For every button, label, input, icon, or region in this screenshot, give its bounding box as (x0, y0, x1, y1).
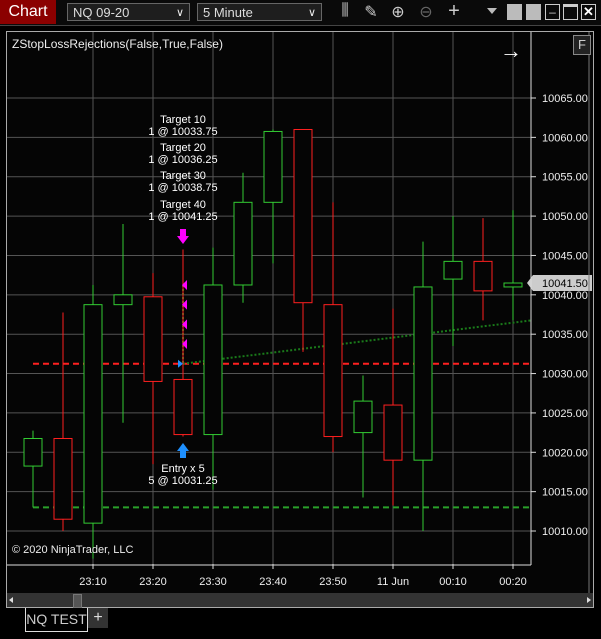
add-tab-button[interactable]: + (88, 608, 108, 628)
candle-body (353, 400, 373, 434)
f-button[interactable]: F (573, 35, 591, 55)
target-name: Target 40 (160, 199, 206, 211)
time-tick-label: 23:10 (79, 576, 107, 588)
price-tick-label: 10030.00 (542, 369, 588, 381)
dropdown-arrow-icon[interactable] (487, 8, 497, 14)
target-fill-marker (182, 339, 187, 350)
bar-type-icon[interactable]: ⫼ (341, 2, 349, 19)
time-tick-label: 23:40 (259, 576, 287, 588)
candle-body (473, 260, 493, 292)
candle-body (143, 296, 163, 382)
candle-body (443, 260, 463, 280)
price-tick-label: 10020.00 (542, 447, 588, 459)
target-fill: 1 @ 10033.75 (148, 126, 218, 138)
price-tick-label: 10065.00 (542, 93, 588, 105)
time-tick-label: 23:30 (199, 576, 227, 588)
price-tick-label: 10015.00 (542, 487, 588, 499)
candle-body (203, 284, 223, 436)
current-price-label: 10041.50 (542, 278, 588, 290)
zoom-in-icon[interactable]: ⊕ (391, 4, 405, 21)
chart-panel (6, 31, 594, 608)
zoom-out-icon[interactable]: ⊖ (419, 4, 433, 21)
interval-value: 5 Minute (203, 5, 253, 20)
candle-body (323, 304, 343, 438)
target-fill: 1 @ 10036.25 (148, 154, 218, 166)
maximize-icon[interactable] (563, 4, 578, 20)
price-tick-label: 10055.00 (542, 172, 588, 184)
scroll-left-icon[interactable] (9, 597, 13, 603)
candle-body (293, 128, 313, 304)
crosshair-icon[interactable]: + (448, 0, 460, 22)
indicator-label: ZStopLossRejections(False,True,False) (12, 37, 223, 51)
entry-fill: 5 @ 10031.25 (148, 475, 218, 487)
chevron-down-icon: ∨ (175, 7, 184, 19)
instrument-value: NQ 09-20 (73, 5, 130, 20)
target-name: Target 30 (160, 170, 206, 182)
price-tick-label: 10010.00 (542, 526, 588, 538)
horizontal-scrollbar[interactable] (7, 593, 593, 608)
target-fill-marker (182, 279, 187, 290)
candle-body (413, 286, 433, 461)
tile-button[interactable] (507, 4, 522, 20)
close-icon[interactable]: ✕ (581, 4, 596, 20)
candle-body (263, 130, 283, 203)
chevron-down-icon: ∨ (307, 7, 316, 19)
candle-body (503, 282, 523, 288)
copyright: © 2020 NinjaTrader, LLC (12, 544, 134, 556)
trend-line (182, 319, 532, 365)
time-tick-label: 23:50 (319, 576, 347, 588)
target-fill-marker (182, 299, 187, 310)
entry-name: Entry x 5 (161, 463, 205, 475)
instrument-selector[interactable]: NQ 09-20 ∨ (67, 3, 190, 21)
target-name: Target 20 (160, 142, 206, 154)
tile-button-2[interactable] (526, 4, 541, 20)
price-tick-label: 10025.00 (542, 408, 588, 420)
candle-body (23, 438, 43, 467)
target-fill-marker (182, 319, 187, 330)
price-tick-label: 10050.00 (542, 211, 588, 223)
candle-body (113, 294, 133, 306)
candle-body (83, 304, 103, 524)
candle-body (173, 378, 193, 436)
arrow-right-icon[interactable]: → (500, 38, 522, 63)
price-tick-label: 10035.00 (542, 329, 588, 341)
scroll-right-icon[interactable] (587, 597, 591, 603)
candle-body (233, 201, 253, 286)
title-bar: Chart NQ 09-20 ∨ 5 Minute ∨ ⫼ ✎ ⊕ ⊖ + – ✕ (0, 0, 601, 26)
minimize-icon[interactable]: – (545, 4, 560, 20)
drawing-pencil-icon[interactable]: ✎ (364, 4, 378, 21)
entry-fill-marker (178, 359, 183, 368)
entry-arrow-icon (177, 443, 189, 458)
candle-body (383, 404, 403, 461)
time-tick-label: 00:20 (499, 576, 527, 588)
time-tick-label: 00:10 (439, 576, 467, 588)
tab-nq-test[interactable]: NQ TEST (25, 608, 88, 632)
price-tick-label: 10040.00 (542, 290, 588, 302)
target-fill: 1 @ 10038.75 (148, 182, 218, 194)
window-title: Chart (0, 0, 56, 24)
price-tick-label: 10060.00 (542, 132, 588, 144)
time-tick-label: 11 Jun (377, 576, 409, 588)
target-name: Target 10 (160, 114, 206, 126)
price-tick-label: 10045.00 (542, 250, 588, 262)
interval-selector[interactable]: 5 Minute ∨ (197, 3, 322, 21)
time-tick-label: 23:20 (139, 576, 167, 588)
scroll-thumb[interactable] (73, 594, 82, 608)
candle-body (53, 438, 73, 520)
exit-arrow-icon (177, 229, 189, 244)
current-price-marker (527, 275, 592, 292)
target-fill: 1 @ 10041.25 (148, 211, 218, 223)
